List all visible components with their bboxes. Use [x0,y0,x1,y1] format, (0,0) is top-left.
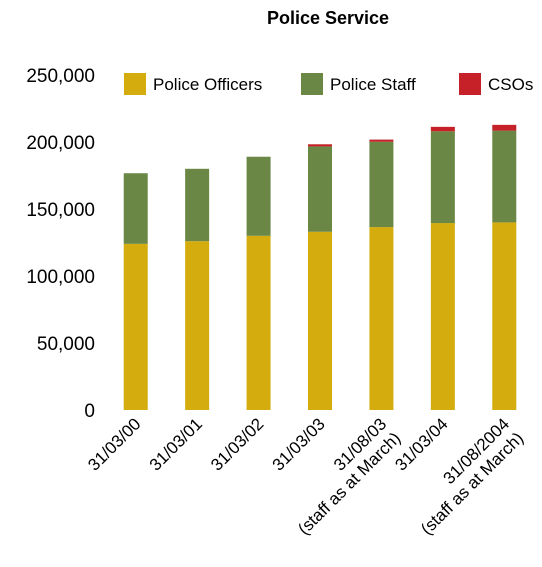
legend-label: Police Staff [330,75,416,94]
y-tick-label: 100,000 [26,267,95,288]
bar-police-officers-0 [123,243,148,410]
bar-csos-3 [308,144,332,147]
x-tick-label: 31/03/00 [84,414,144,474]
legend-label: Police Officers [153,75,262,94]
bar-police-officers-1 [185,241,210,410]
x-axis: 31/03/00 31/03/01 31/03/02 31/03/03 31/08/03… [84,414,527,538]
bar-police-staff-1 [185,168,210,242]
legend: Police Officers Police Staff CSOs [124,73,533,95]
bar-police-staff-6 [492,130,517,223]
legend-swatch [301,73,323,95]
bar-police-staff-0 [123,173,148,244]
bar-police-staff-4 [369,141,394,228]
bars-group [123,124,517,410]
bar-police-officers-3 [308,231,332,410]
x-tick-label: 31/03/03 [269,414,329,474]
legend-swatch [459,73,481,95]
bar-police-staff-2 [246,156,271,236]
bar-csos-5 [430,126,455,132]
bar-police-officers-4 [369,227,394,410]
bar-police-officers-2 [246,235,271,410]
y-tick-label: 0 [84,401,95,422]
chart-title: Police Service [267,8,389,28]
bar-csos-4 [369,139,394,142]
bar-police-staff-3 [308,146,332,232]
x-tick-line: 31/03/00 [84,414,144,474]
y-tick-label: 250,000 [26,66,95,87]
y-tick-label: 50,000 [37,334,95,355]
bar-police-officers-5 [430,223,455,410]
bar-police-officers-6 [492,222,517,410]
x-tick-line: 31/03/02 [207,414,267,474]
x-tick-line: 31/03/03 [269,414,329,474]
legend-swatch [124,73,146,95]
bar-police-staff-5 [430,131,455,224]
y-axis: 0 50,000 100,000 150,000 200,000 250,000 [26,66,95,422]
y-tick-label: 150,000 [26,200,95,221]
bar-csos-6 [492,124,517,131]
legend-label: CSOs [488,75,533,94]
x-tick-label: 31/03/01 [146,414,206,474]
x-tick-line: 31/03/01 [146,414,206,474]
x-tick-label: 31/03/02 [207,414,267,474]
y-tick-label: 200,000 [26,133,95,154]
